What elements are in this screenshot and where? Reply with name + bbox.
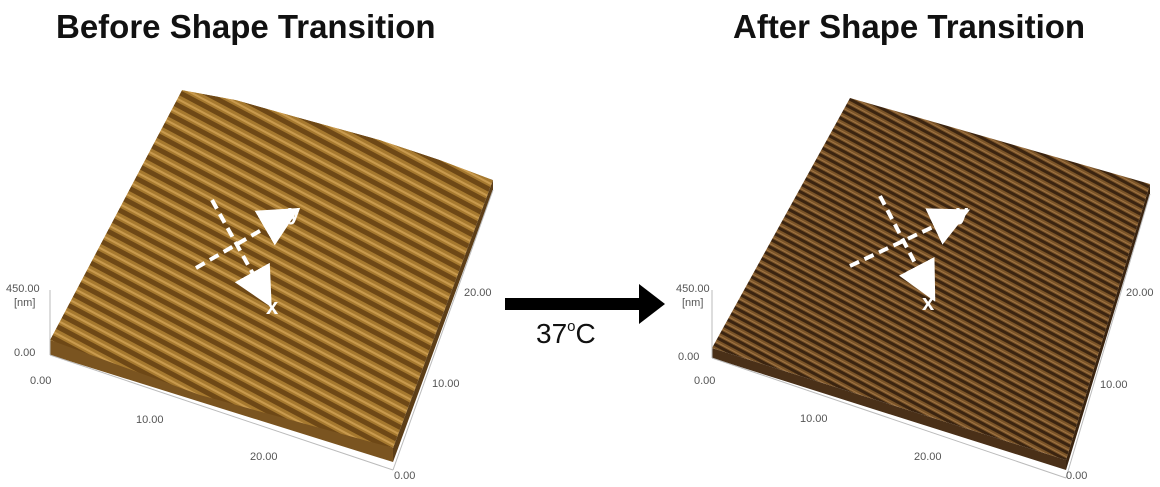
y-tick-before-1: 10.00 bbox=[432, 378, 460, 390]
title-after: After Shape Transition bbox=[733, 8, 1086, 45]
y-axis-arrow-after bbox=[849, 208, 971, 268]
x-tick-before-2: 20.00 bbox=[250, 451, 278, 463]
afm-panel-before: 450.00 [nm] 0.00 0.00 10.00 20.00 0.00 1… bbox=[0, 0, 540, 482]
y-axis-label-after: y bbox=[956, 200, 969, 225]
x-axis-label-after: x bbox=[922, 290, 935, 315]
z-max-before: 450.00 bbox=[6, 283, 40, 295]
y-tick-before-0: 0.00 bbox=[394, 470, 415, 482]
y-tick-after-0: 0.00 bbox=[1066, 470, 1087, 482]
transition-arrow bbox=[505, 284, 665, 324]
x-tick-after-0: 0.00 bbox=[694, 375, 715, 387]
afm-surface-before: 450.00 [nm] 0.00 0.00 10.00 20.00 0.00 1… bbox=[6, 90, 494, 482]
y-axis-arrow-before bbox=[194, 207, 300, 270]
x-tick-after-2: 20.00 bbox=[914, 451, 942, 463]
x-axis-label-before: x bbox=[266, 294, 279, 319]
temperature-label: 37oC bbox=[536, 318, 596, 349]
z-max-after: 450.00 bbox=[676, 283, 710, 295]
x-tick-after-1: 10.00 bbox=[800, 413, 828, 425]
title-before: Before Shape Transition bbox=[56, 8, 436, 45]
z-min-after: 0.00 bbox=[678, 351, 699, 363]
afm-panel-after: 450.00 [nm] 0.00 0.00 10.00 20.00 0.00 1… bbox=[660, 0, 1160, 482]
y-tick-before-2: 20.00 bbox=[464, 287, 492, 299]
y-tick-after-1: 10.00 bbox=[1100, 379, 1128, 391]
z-unit-before: [nm] bbox=[14, 297, 35, 309]
z-min-before: 0.00 bbox=[14, 347, 35, 359]
z-unit-after: [nm] bbox=[682, 297, 703, 309]
y-tick-after-2: 20.00 bbox=[1126, 287, 1154, 299]
y-axis-label-before: y bbox=[288, 200, 301, 225]
x-axis-arrow-after bbox=[878, 195, 936, 302]
x-tick-before-1: 10.00 bbox=[136, 414, 164, 426]
x-tick-before-0: 0.00 bbox=[30, 375, 51, 387]
afm-surface-after: 450.00 [nm] 0.00 0.00 10.00 20.00 0.00 1… bbox=[676, 98, 1154, 482]
x-axis-arrow-before bbox=[210, 199, 272, 308]
